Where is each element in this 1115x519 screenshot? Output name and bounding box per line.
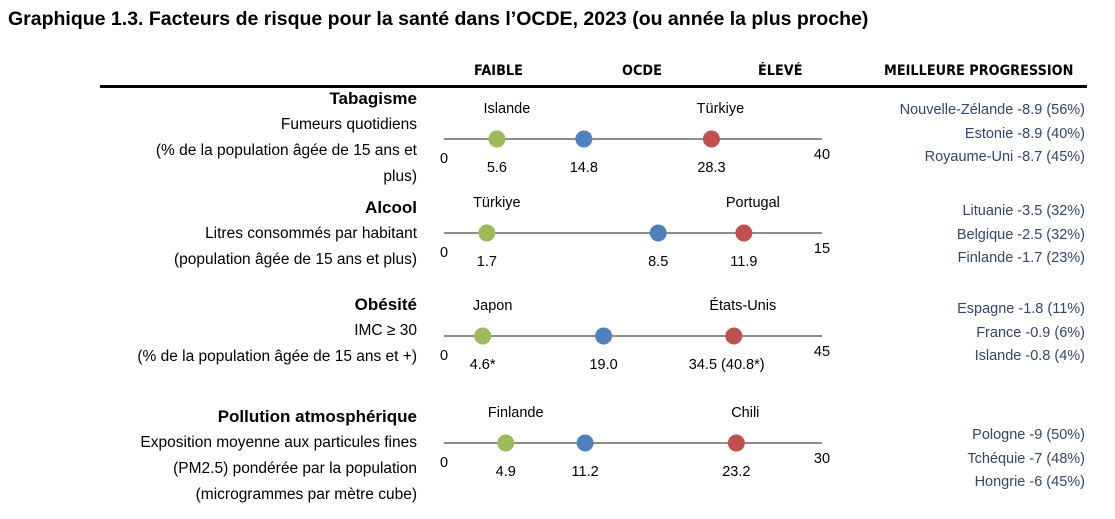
header-divider (100, 85, 1087, 88)
value-label-oecd: 8.5 (648, 254, 668, 270)
axis-max-label: 30 (814, 451, 830, 467)
dot-low (497, 434, 515, 452)
progress-item: Estonie -8.9 (40%) (964, 125, 1085, 142)
progress-list-2: Espagne -1.8 (11%) France -0.9 (6%) Island… (957, 298, 1085, 369)
value-label-high: 28.3 (697, 160, 725, 176)
country-label-low: Türkiye (473, 195, 521, 211)
header-oecd: OCDE (622, 63, 662, 79)
row-description-line: Exposition moyenne aux particules fines (140, 434, 417, 451)
row-description-line: (microgrammes par mètre cube) (195, 486, 417, 503)
value-label-oecd: 19.0 (589, 357, 617, 373)
header-low: FAIBLE (474, 63, 523, 79)
progress-item: Hongrie -6 (45%) (974, 474, 1085, 490)
row-description-line: Litres consommés par habitant (205, 225, 417, 242)
dot-high (727, 434, 745, 452)
country-label-high: États-Unis (709, 297, 776, 314)
dot-high (735, 224, 753, 242)
progress-item: Islande -0.8 (4%) (974, 348, 1085, 364)
country-label-high: Türkiye (697, 101, 745, 117)
country-label-high: Portugal (726, 195, 780, 211)
progress-item: Finlande -1.7 (23%) (957, 250, 1085, 266)
dot-low (478, 224, 496, 242)
dot-oecd (649, 224, 667, 242)
row-title: Tabagisme (329, 89, 417, 108)
axis-min-label: 0 (440, 245, 448, 261)
value-label-low: 4.9 (496, 464, 516, 480)
row-description-line: (population âgée de 15 ans et plus) (173, 251, 417, 268)
progress-item: Royaume-Uni -8.7 (45%) (924, 149, 1085, 165)
row-label-3: Pollution atmosphérique Exposition moyenn… (140, 404, 417, 508)
progress-item: Espagne -1.8 (11%) (957, 301, 1085, 317)
progress-list-0: Nouvelle-Zélande -8.9 (56%) Estonie -8.9 … (900, 99, 1085, 170)
row-label-0: Tabagisme Fumeurs quotidiens (% de la popu… (156, 86, 417, 190)
value-label-high: 34.5 (40.8*) (689, 357, 765, 373)
row-title: Obésité (354, 295, 417, 314)
row-label-2: Obésité IMC ≥ 30 (% de la population âgée … (137, 292, 417, 370)
progress-item: Lituanie -3.5 (32%) (962, 203, 1085, 219)
country-label-low: Islande (484, 101, 531, 117)
country-label-high: Chili (731, 405, 759, 421)
row-description-line: IMC ≥ 30 (354, 322, 417, 339)
dot-oecd (595, 327, 613, 345)
value-label-low: 1.7 (477, 254, 497, 270)
dot-low (474, 327, 492, 345)
chart-title: Graphique 1.3. Facteurs de risque pour l… (8, 8, 869, 30)
dot-high (725, 327, 743, 345)
axis-min-label: 0 (440, 151, 448, 167)
axis-min-label: 0 (440, 348, 448, 364)
value-label-low: 4.6* (470, 357, 496, 373)
progress-item: Tchéquie -7 (48%) (967, 450, 1085, 467)
header-high: ÉLEVÉ (758, 63, 803, 79)
header-progress: MEILLEURE PROGRESSION (884, 63, 1074, 79)
country-label-low: Japon (473, 298, 513, 314)
value-label-high: 11.9 (730, 254, 757, 270)
row-label-1: Alcool Litres consommés par habitant (popu… (174, 195, 417, 273)
axis-max-label: 15 (814, 241, 830, 257)
dot-oecd (575, 130, 593, 148)
row-description-line: plus) (383, 168, 417, 185)
row-description-line: Fumeurs quotidiens (280, 116, 417, 133)
row-title: Alcool (365, 198, 417, 217)
dot-oecd (576, 434, 594, 452)
row-description-line: (% de la population âgée de 15 ans et +) (137, 348, 417, 365)
row-description-line: (% de la population âgée de 15 ans et (155, 142, 417, 159)
dot-low (488, 130, 506, 148)
progress-list-1: Lituanie -3.5 (32%) Belgique -2.5 (32%) Fi… (957, 200, 1085, 271)
value-label-oecd: 14.8 (570, 160, 598, 176)
value-label-low: 5.6 (487, 160, 507, 176)
axis-min-label: 0 (440, 455, 448, 471)
dot-high (702, 130, 720, 148)
axis-max-label: 40 (814, 147, 830, 163)
progress-item: Belgique -2.5 (32%) (956, 226, 1085, 243)
progress-item: Nouvelle-Zélande -8.9 (56%) (899, 102, 1085, 118)
progress-item: France -0.9 (6%) (976, 324, 1085, 341)
row-description-line: (PM2.5) pondérée par la population (173, 460, 417, 477)
country-label-low: Finlande (488, 405, 544, 421)
row-title: Pollution atmosphérique (217, 407, 417, 426)
value-label-high: 23.2 (722, 464, 750, 480)
progress-list-3: Pologne -9 (50%) Tchéquie -7 (48%) Hongrie… (967, 424, 1085, 495)
axis-max-label: 45 (814, 344, 830, 360)
progress-item: Pologne -9 (50%) (972, 427, 1085, 443)
value-label-oecd: 11.2 (572, 464, 599, 480)
